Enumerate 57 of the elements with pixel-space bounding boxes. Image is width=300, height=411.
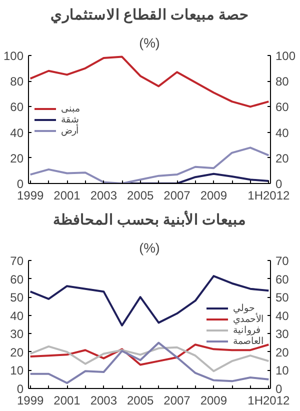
y-tick-label: 70 — [10, 254, 24, 268]
x-tick-label: 2007 — [164, 188, 191, 202]
y-tick-label: 80 — [10, 74, 24, 89]
legend-label: فروانية — [233, 324, 260, 335]
y2-tick-label: 10 — [276, 364, 290, 378]
y2-tick-label: 70 — [276, 254, 290, 268]
y-tick-label: 30 — [10, 327, 24, 342]
chart-title: حصة مبيعات القطاع الاستثماري — [50, 8, 249, 24]
x-tick-label: 1999 — [16, 394, 44, 408]
y-tick-label: 20 — [10, 345, 24, 360]
legend-label: مبنى — [61, 102, 81, 114]
line-series — [29, 344, 270, 366]
y-tick-label: 0 — [16, 382, 24, 396]
y2-tick-label: 0 — [276, 382, 282, 396]
x-tick-label: 2003 — [90, 394, 118, 408]
x-tick-label: 1H2012 — [248, 394, 290, 408]
y2-tick-label: 0 — [276, 177, 282, 191]
y-tick-label: 0 — [16, 177, 24, 191]
y-tick-label: 20 — [10, 151, 24, 166]
x-tick-label: 2001 — [54, 188, 81, 202]
x-tick-label: 2005 — [126, 394, 154, 408]
y2-tick-label: 40 — [276, 126, 290, 140]
y2-tick-label: 50 — [276, 290, 290, 305]
y2-tick-label: 30 — [276, 327, 290, 342]
y-tick-label: 50 — [10, 290, 24, 305]
x-tick-label: 1999 — [16, 188, 44, 202]
x-tick-label: 2005 — [126, 188, 154, 202]
y-tick-label: 60 — [10, 100, 24, 114]
legend-label: العاصمة — [233, 336, 264, 346]
x-tick-label: 2009 — [200, 394, 228, 408]
y-tick-label: 40 — [10, 126, 24, 140]
y2-tick-label: 40 — [276, 308, 290, 323]
y2-tick-label: 60 — [276, 272, 290, 286]
legend-label: الأحمدي — [233, 313, 264, 324]
y-tick-label: 100 — [3, 49, 24, 63]
y-tick-label: 40 — [10, 308, 24, 323]
y2-tick-label: 20 — [276, 151, 290, 166]
legend-label: أرض — [61, 124, 80, 136]
line-series — [29, 345, 270, 372]
chart-subtitle: (%) — [139, 36, 160, 50]
y2-tick-label: 80 — [276, 74, 290, 89]
y-tick-label: 10 — [10, 364, 24, 378]
line-series — [29, 275, 270, 326]
x-tick-label: 2009 — [200, 188, 228, 202]
chart-title: مبيعات الأبنية بحسب المحافظة — [52, 210, 246, 228]
legend-label: حولي — [233, 302, 255, 313]
y-tick-label: 60 — [10, 272, 24, 286]
x-tick-label: 2001 — [54, 394, 81, 408]
chart-subtitle: (%) — [139, 240, 160, 256]
y2-tick-label: 60 — [276, 100, 290, 114]
x-tick-label: 2007 — [164, 394, 191, 408]
y2-tick-label: 20 — [276, 345, 290, 360]
legend-label: شقة — [61, 114, 80, 124]
x-tick-label: 2003 — [90, 188, 118, 202]
y2-tick-label: 100 — [276, 49, 296, 63]
line-series — [29, 56, 270, 108]
x-tick-label: 1H2012 — [248, 188, 290, 202]
